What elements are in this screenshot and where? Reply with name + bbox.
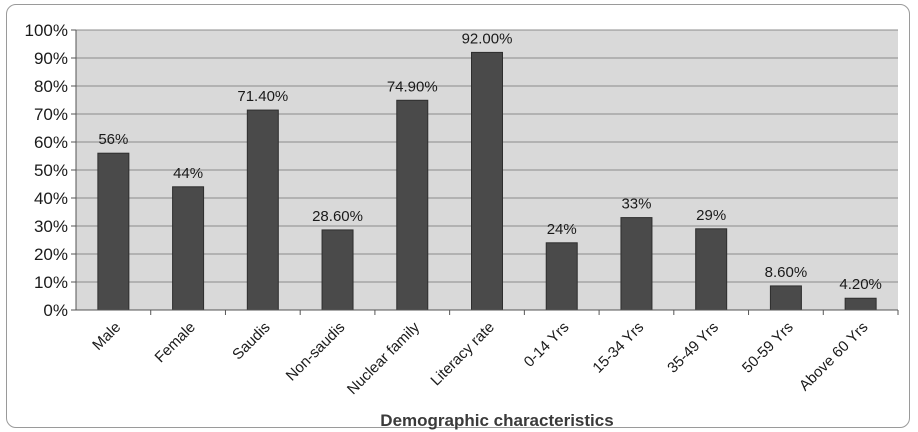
y-axis-ticks: 0% 10% 20% 30% 40% 50% 60% 70% 80% 90% 100%: [25, 21, 76, 320]
x-axis-title: Demographic characteristics: [380, 411, 613, 430]
bars: [97, 51, 877, 311]
data-label: 74.90%: [387, 78, 438, 95]
y-tick-label: 80%: [34, 77, 68, 96]
x-tick-label: Female: [152, 319, 199, 366]
data-label: 4.20%: [839, 276, 882, 293]
bar: [321, 229, 354, 311]
y-tick-label: 40%: [34, 189, 68, 208]
data-label: 44%: [173, 165, 203, 182]
data-label: 71.40%: [237, 88, 288, 105]
x-tick-label: Male: [89, 319, 124, 354]
y-tick-label: 100%: [25, 21, 68, 40]
data-label: 24%: [547, 221, 577, 238]
data-labels: 56% 44% 71.40% 28.60% 74.90% 92.00% 24% 33% 29% 8…: [98, 30, 882, 293]
data-label: 29%: [696, 207, 726, 224]
data-label: 92.00%: [462, 30, 513, 47]
x-tick-label: Saudis: [229, 319, 273, 363]
y-tick-label: 90%: [34, 49, 68, 68]
data-label: 28.60%: [312, 208, 363, 225]
x-tick-label: 35-49 Yrs: [664, 319, 722, 377]
bar: [844, 297, 877, 311]
y-tick-label: 60%: [34, 133, 68, 152]
x-tick-label: 50-59 Yrs: [739, 319, 797, 377]
bar: [620, 217, 653, 311]
y-tick-label: 70%: [34, 105, 68, 124]
bar: [545, 242, 578, 311]
x-tick-label: 15-34 Yrs: [589, 319, 647, 377]
bar: [471, 51, 503, 311]
bar: [97, 152, 130, 311]
y-tick-label: 30%: [34, 217, 68, 236]
x-tick-label: 0-14 Yrs: [521, 319, 573, 371]
x-tick-label: Above 60 Yrs: [796, 319, 872, 395]
y-tick-label: 20%: [34, 245, 68, 264]
y-tick-label: 10%: [34, 273, 68, 292]
data-label: 8.60%: [765, 264, 808, 281]
x-tick-label: Literacy rate: [427, 319, 497, 389]
bar: [695, 228, 728, 311]
bar: [246, 109, 279, 311]
data-label: 56%: [98, 131, 128, 148]
x-tick-label: Nuclear family: [344, 318, 424, 398]
y-tick-label: 0%: [43, 301, 68, 320]
x-tick-label: Non-saudis: [283, 319, 349, 385]
bar: [172, 186, 205, 311]
data-label: 33%: [621, 196, 651, 213]
y-tick-label: 50%: [34, 161, 68, 180]
bar: [396, 99, 429, 311]
bar: [769, 285, 802, 311]
